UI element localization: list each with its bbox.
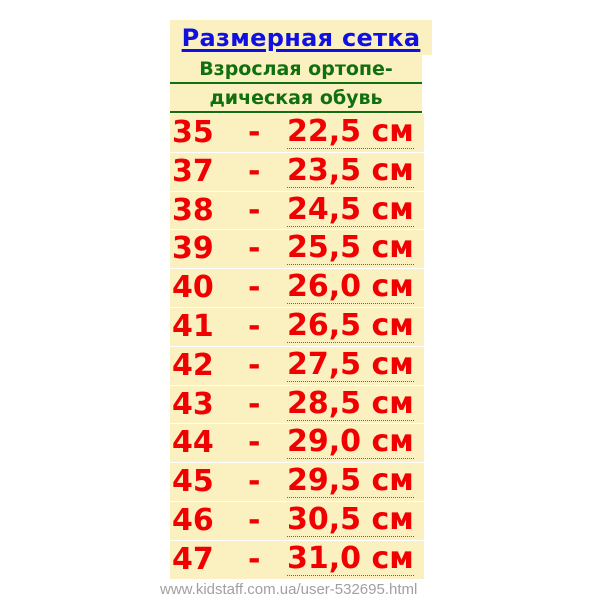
shoe-size: 46 [172, 502, 214, 538]
separator: - [248, 502, 261, 538]
separator: - [248, 192, 261, 228]
size-row: 41-26,5 см [170, 306, 424, 346]
separator: - [248, 464, 261, 500]
foot-length: 22,5 см [287, 114, 414, 149]
foot-length: 27,5 см [287, 346, 414, 382]
subtitle-line-2: дическая обувь [170, 84, 422, 113]
shoe-size: 40 [172, 270, 214, 306]
size-row: 42-27,5 см [170, 345, 424, 385]
shoe-size: 47 [172, 541, 214, 577]
separator: - [248, 231, 261, 267]
separator: - [248, 541, 261, 577]
shoe-size: 42 [172, 347, 214, 383]
size-row: 44-29,0 см [170, 423, 424, 463]
shoe-size: 43 [172, 386, 214, 422]
separator: - [248, 153, 261, 189]
shoe-size: 38 [172, 192, 214, 228]
size-rows: 35-22,5 см 37-23,5 см 38-24,5 см 39-25,5 см… [170, 113, 432, 579]
foot-length: 28,5 см [287, 385, 414, 421]
foot-length: 23,5 см [287, 152, 414, 188]
foot-length: 25,5 см [287, 230, 414, 266]
size-row: 43-28,5 см [170, 384, 424, 424]
separator: - [248, 308, 261, 344]
foot-length: 30,5 см [287, 501, 414, 537]
shoe-size: 37 [172, 153, 214, 189]
subtitle-line-1: Взрослая ортопе- [170, 55, 422, 84]
foot-length: 29,5 см [287, 463, 414, 499]
size-row: 39-25,5 см [170, 229, 424, 269]
foot-length: 29,0 см [287, 424, 414, 460]
chart-title: Размерная сетка [170, 20, 432, 55]
size-row: 46-30,5 см [170, 500, 424, 540]
shoe-size: 45 [172, 464, 214, 500]
shoe-size: 41 [172, 308, 214, 344]
size-row: 38-24,5 см [170, 190, 424, 230]
foot-length: 31,0 см [287, 540, 414, 576]
size-row: 47-31,0 см [170, 539, 424, 579]
subtitle-text-1: Взрослая ортопе- [199, 58, 393, 80]
shoe-size: 35 [172, 115, 214, 150]
shoe-size: 39 [172, 231, 214, 267]
size-row: 37-23,5 см [170, 151, 424, 191]
size-chart: Размерная сетка Взрослая ортопе- дическа… [170, 20, 432, 579]
size-row: 35-22,5 см [170, 113, 424, 152]
separator: - [248, 115, 261, 150]
separator: - [248, 270, 261, 306]
separator: - [248, 347, 261, 383]
separator: - [248, 425, 261, 461]
separator: - [248, 386, 261, 422]
shoe-size: 44 [172, 425, 214, 461]
foot-length: 26,5 см [287, 307, 414, 343]
foot-length: 26,0 см [287, 269, 414, 305]
subtitle-text-2: дическая обувь [209, 87, 383, 109]
size-row: 40-26,0 см [170, 268, 424, 307]
watermark: www.kidstaff.com.ua/user-532695.html [160, 581, 418, 598]
size-row: 45-29,5 см [170, 462, 424, 501]
foot-length: 24,5 см [287, 191, 414, 227]
